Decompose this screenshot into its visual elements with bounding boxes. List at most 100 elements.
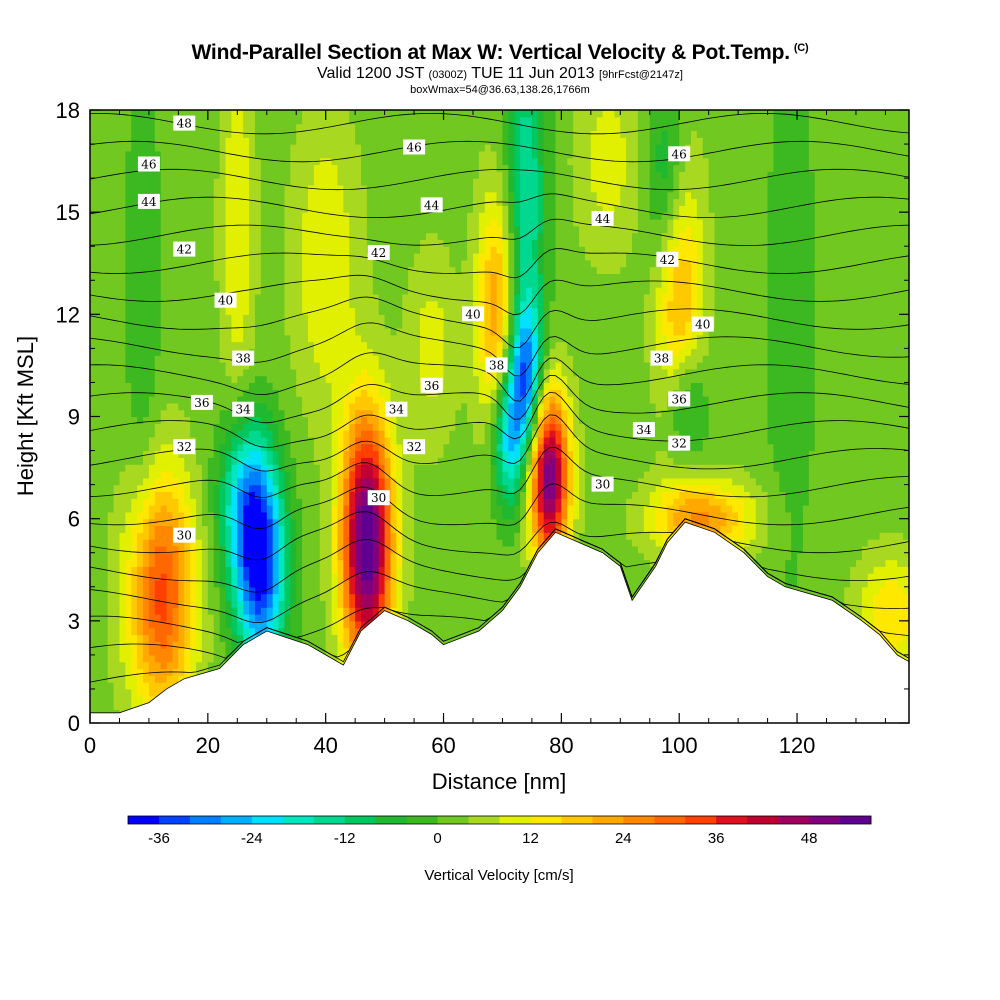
velocity-cell [284,144,291,152]
velocity-cell [384,348,392,356]
velocity-cell [260,184,268,193]
velocity-cell [207,375,215,384]
velocity-cell [131,525,138,533]
velocity-cell [213,661,221,670]
velocity-cell [302,137,309,145]
velocity-cell [243,178,250,186]
velocity-cell [154,150,162,159]
velocity-cell [408,355,415,363]
velocity-cell [372,443,380,452]
velocity-cell [349,484,356,493]
velocity-cell [160,321,168,329]
velocity-cell [313,552,321,561]
velocity-cell [178,641,185,649]
velocity-cell [207,505,215,513]
velocity-cell [143,287,150,295]
velocity-cell [137,579,144,588]
velocity-cell [408,559,415,567]
velocity-cell [101,137,109,145]
velocity-cell [361,464,368,472]
velocity-cell [372,157,380,166]
velocity-cell [290,375,297,384]
velocity-cell [302,579,309,588]
velocity-cell [260,498,268,506]
velocity-cell [319,382,327,390]
velocity-cell [101,498,109,506]
velocity-cell [343,293,350,302]
velocity-cell [119,511,126,520]
velocity-cell [184,620,191,629]
velocity-cell [219,130,227,138]
velocity-cell [272,552,280,561]
velocity-cell [113,157,121,166]
velocity-cell [90,661,97,670]
velocity-cell [337,573,344,581]
velocity-cell [201,246,209,254]
velocity-cell [196,627,203,636]
velocity-cell [95,293,103,302]
velocity-cell [290,573,297,581]
velocity-cell [278,382,286,390]
velocity-cell [119,593,126,601]
velocity-cell [349,130,356,138]
velocity-cell [119,375,126,384]
velocity-cell [319,545,327,554]
velocity-cell [148,648,156,656]
velocity-cell [184,416,191,424]
velocity-cell [325,423,333,431]
velocity-cell [278,627,286,636]
velocity-cell [184,218,191,227]
velocity-cell [266,157,274,166]
velocity-cell [172,137,179,145]
velocity-cell [325,573,333,581]
velocity-cell [160,164,168,172]
velocity-cell [337,218,344,227]
velocity-cell [290,368,297,377]
velocity-cell [148,430,156,438]
velocity-cell [166,607,174,615]
velocity-cell [178,130,185,138]
velocity-cell [390,144,397,152]
velocity-cell [137,532,144,540]
velocity-cell [184,634,191,642]
velocity-cell [190,409,197,418]
velocity-cell [343,266,350,275]
velocity-cell [160,171,168,179]
velocity-cell [166,280,174,288]
velocity-cell [372,423,380,431]
velocity-cell [237,321,244,329]
velocity-cell [308,409,315,418]
velocity-cell [325,627,333,636]
velocity-cell [325,607,333,615]
velocity-cell [254,518,262,527]
velocity-cell [107,178,115,186]
velocity-cell [243,321,250,329]
velocity-cell [355,586,362,595]
velocity-cell [372,579,380,588]
velocity-cell [125,348,132,356]
velocity-cell [337,627,344,636]
velocity-cell [390,579,397,588]
velocity-cell [137,239,144,247]
velocity-cell [302,430,309,438]
velocity-cell [325,641,333,649]
velocity-cell [160,423,168,431]
velocity-cell [331,232,339,241]
velocity-cell [290,253,297,261]
velocity-cell [384,579,392,588]
velocity-cell [201,532,209,540]
velocity-cell [278,539,286,547]
velocity-cell [101,559,109,567]
velocity-cell [154,579,162,588]
velocity-cell [213,307,221,315]
velocity-cell [296,164,303,172]
velocity-cell [319,130,327,138]
velocity-cell [143,178,150,186]
velocity-cell [201,348,209,356]
velocity-cell [131,327,138,336]
velocity-cell [237,116,244,125]
velocity-cell [95,470,103,479]
velocity-cell [131,627,138,636]
velocity-cell [313,396,321,404]
velocity-cell [349,232,356,241]
